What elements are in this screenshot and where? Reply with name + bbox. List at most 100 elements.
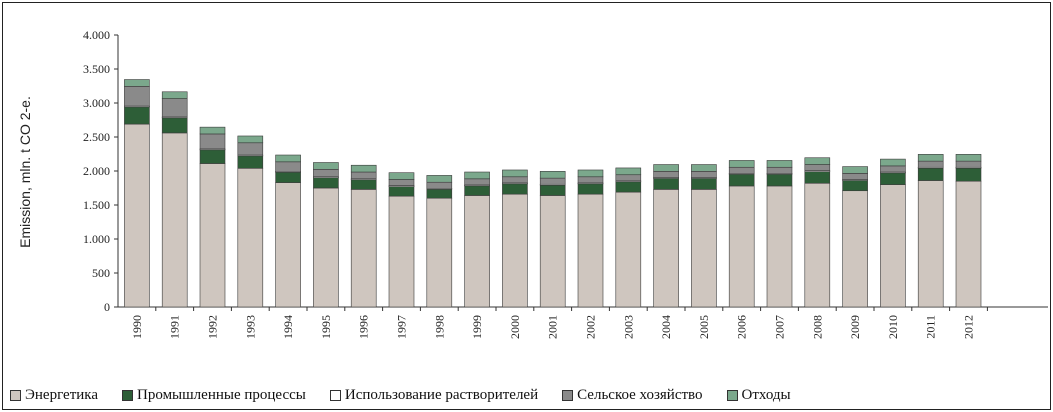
legend-label: Промышленные процессы <box>137 386 306 403</box>
bar-segment-2005-series-4 <box>691 164 717 172</box>
y-tick-label: 500 <box>92 266 110 280</box>
bar-segment-1990-series-4 <box>124 79 150 87</box>
bar-segment-2007-series-3 <box>766 166 793 174</box>
bar-segment-1993-series-4 <box>237 135 264 144</box>
bar-segment-1999-series-4 <box>464 171 490 180</box>
bar-segment-2001-series-0 <box>539 195 566 308</box>
bar-segment-1995-series-3 <box>313 169 339 178</box>
legend-item: Энергетика <box>10 387 98 404</box>
bar-segment-2010-series-1 <box>880 172 906 185</box>
bar-segment-2001-series-4 <box>539 171 566 179</box>
x-tick-label: 1991 <box>168 315 182 339</box>
bar-segment-2007-series-4 <box>766 160 793 168</box>
bar-segment-2011-series-0 <box>917 180 944 308</box>
bar-segment-1998-series-4 <box>426 175 453 183</box>
bar-segment-2009-series-1 <box>842 179 868 192</box>
bar-segment-2006-series-0 <box>728 185 755 308</box>
bar-segment-1994-series-1 <box>275 171 301 183</box>
bar-segment-2012-series-1 <box>955 167 982 182</box>
bar-segment-1996-series-1 <box>350 178 377 190</box>
bar-segment-2002-series-4 <box>577 169 604 178</box>
bar-segment-2002-series-0 <box>577 193 604 308</box>
legend-item: Сельское хозяйство <box>562 386 703 404</box>
bar-segment-2001-series-3 <box>539 177 566 185</box>
x-tick-label: 2006 <box>735 315 749 339</box>
bar-segment-1992-series-4 <box>199 126 226 135</box>
bar-segment-2009-series-0 <box>842 190 868 308</box>
bar-segment-1991-series-3 <box>161 98 188 118</box>
bar-segment-2000-series-1 <box>502 182 528 195</box>
x-tick-label: 2004 <box>659 315 673 339</box>
x-tick-label: 1990 <box>130 315 144 339</box>
x-tick-label: 2008 <box>810 315 824 339</box>
bar-segment-2011-series-3 <box>917 160 944 168</box>
bar-segment-2005-series-3 <box>691 171 717 178</box>
x-tick-labels: 1990 1991 1992 1993 1994 1995 1996 1997 1998 1999… <box>130 315 976 339</box>
bar-segment-1998-series-0 <box>426 197 453 308</box>
bar-segment-1994-series-4 <box>275 154 301 163</box>
bar-segment-2002-series-1 <box>577 182 604 195</box>
bar-segment-1993-series-3 <box>237 142 264 156</box>
bar-segment-1997-series-4 <box>388 172 415 180</box>
x-tick-label: 2010 <box>886 315 900 339</box>
y-tick-label: 2.500 <box>83 130 110 144</box>
bar-segment-1994-series-0 <box>275 182 301 308</box>
y-tick-label: 1.000 <box>83 232 110 246</box>
bar-segment-1991-series-0 <box>161 132 188 308</box>
bar-segment-1991-series-1 <box>161 116 188 134</box>
bar-segment-1993-series-0 <box>237 167 264 308</box>
bar-segment-1998-series-1 <box>426 188 453 199</box>
chart-plot: 1990 1991 1992 1993 1994 1995 1996 1997 1998 1999… <box>17 28 1048 339</box>
bar-segment-1996-series-3 <box>350 171 377 180</box>
bar-segment-1999-series-0 <box>464 195 490 308</box>
x-tick-label: 1998 <box>432 315 446 339</box>
bar-segment-2001-series-1 <box>539 184 566 196</box>
legend-swatch <box>562 389 574 401</box>
x-tick-label: 2005 <box>697 315 711 339</box>
x-tick-label: 2000 <box>508 315 522 339</box>
x-tick-label: 1995 <box>319 315 333 339</box>
bar-segment-2007-series-1 <box>766 173 793 187</box>
x-tick-label: 2007 <box>773 315 787 339</box>
legend-label: Сельское хозяйство <box>577 386 703 403</box>
y-tick-label: 3.500 <box>83 62 110 76</box>
bar-segment-1990-series-0 <box>124 123 150 308</box>
bar-segment-2008-series-1 <box>804 170 831 184</box>
legend-item: Промышленные процессы <box>122 387 306 404</box>
bar-segment-2008-series-4 <box>804 157 831 165</box>
bar-segment-2007-series-0 <box>766 185 793 308</box>
y-tick-label: 0 <box>104 300 110 314</box>
bar-segment-1992-series-1 <box>199 148 226 164</box>
bar-segment-2012-series-3 <box>955 160 982 168</box>
chart-bars <box>124 79 982 308</box>
legend-label: Использование растворителей <box>344 386 539 403</box>
bar-segment-1997-series-3 <box>388 179 415 186</box>
bar-segment-2010-series-3 <box>880 165 906 173</box>
legend-item: Использование растворителей <box>329 386 539 404</box>
x-tick-label: 2001 <box>546 315 560 339</box>
bar-segment-2012-series-0 <box>955 180 982 308</box>
legend-item: Отходы <box>726 387 791 404</box>
legend-label: Энергетика <box>25 386 99 403</box>
bar-segment-1997-series-1 <box>388 185 415 197</box>
bar-segment-2009-series-3 <box>842 173 868 180</box>
bar-segment-1996-series-4 <box>350 164 377 173</box>
bar-segment-2000-series-4 <box>502 169 528 178</box>
bar-segment-2004-series-3 <box>653 171 679 178</box>
chart-legend: Энергетика Промышленные процессы Использов… <box>10 384 1050 406</box>
x-tick-label: 1996 <box>357 315 371 339</box>
y-tick-labels: 0 500 1.000 1.500 2.000 2.500 3.000 3.500 4.000 <box>83 28 110 314</box>
bar-segment-1990-series-1 <box>124 106 150 125</box>
bar-segment-1995-series-0 <box>313 187 339 308</box>
bar-segment-1999-series-3 <box>464 178 490 186</box>
bar-segment-2004-series-1 <box>653 177 679 190</box>
bar-segment-2003-series-1 <box>615 180 642 193</box>
bar-segment-1993-series-1 <box>237 155 264 169</box>
bar-segment-2005-series-1 <box>691 177 717 190</box>
bar-segment-1994-series-3 <box>275 161 301 172</box>
bar-segment-2003-series-0 <box>615 191 642 308</box>
bar-segment-2000-series-3 <box>502 176 528 184</box>
x-tick-label: 1993 <box>243 315 257 339</box>
bar-segment-2011-series-4 <box>917 154 944 162</box>
x-tick-label: 2002 <box>584 315 598 339</box>
